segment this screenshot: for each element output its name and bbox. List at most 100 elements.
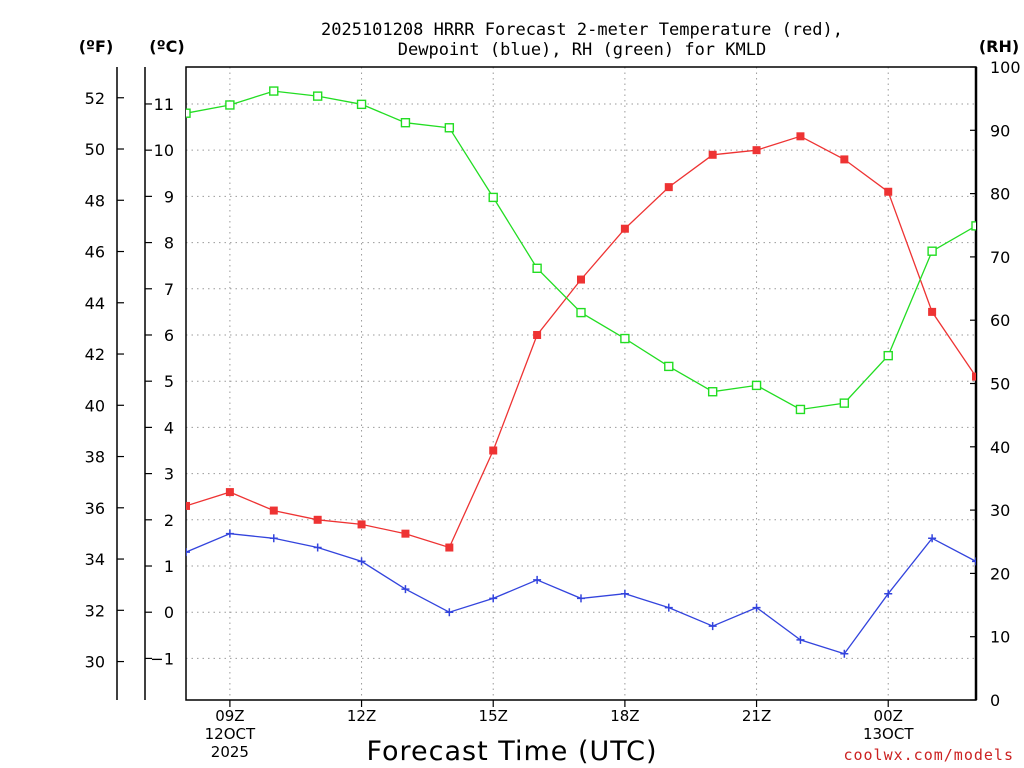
- left-f-tick-label: 34: [85, 550, 105, 569]
- dewpoint-point: [489, 594, 498, 603]
- right-rh-tick-label: 10: [990, 628, 1010, 647]
- rh-point: [927, 246, 937, 256]
- rh-point: [532, 263, 542, 273]
- rh-point: [664, 361, 674, 372]
- left-f-tick-label: 46: [85, 243, 105, 262]
- temperature-point: [752, 146, 761, 155]
- rh-line: [186, 90, 976, 411]
- rh-point: [839, 398, 850, 408]
- temperature-point: [186, 501, 190, 510]
- dewpoint-point: [445, 608, 454, 617]
- rh-point: [269, 86, 279, 96]
- right-rh-tick-label: 0: [990, 691, 1000, 710]
- temperature-point: [928, 307, 937, 316]
- x-axis-label: Forecast Time (UTC): [366, 736, 657, 767]
- dewpoint-line: [186, 533, 976, 655]
- dewpoint-point: [225, 529, 234, 538]
- temperature-point: [269, 506, 278, 515]
- temperature-point: [620, 224, 629, 233]
- x-tick-label: 21Z: [742, 707, 771, 725]
- left-f-tick-label: 48: [85, 191, 105, 210]
- rh-point: [795, 404, 806, 415]
- rh-point: [400, 118, 411, 128]
- right-rh-unit-label: (RH): [979, 37, 1019, 56]
- dewpoint-point: [972, 557, 976, 566]
- temperature-point: [357, 520, 366, 529]
- rh-series: [186, 86, 976, 415]
- dewpoint-point: [664, 603, 673, 612]
- left-c-tick-label: 7: [164, 280, 174, 299]
- right-rh-tick-label: 90: [990, 121, 1010, 140]
- rh-point: [707, 387, 718, 397]
- dewpoint-point: [708, 622, 717, 631]
- dewpoint-point: [533, 575, 542, 584]
- rh-point: [356, 99, 367, 110]
- right-rh-tick-label: 70: [990, 248, 1010, 267]
- temperature-point: [972, 372, 976, 381]
- x-tick-label: 15Z: [479, 707, 508, 725]
- plot-frame: [185, 66, 977, 701]
- x-tick-label: 12Z: [347, 707, 376, 725]
- left-f-tick-label: 42: [85, 345, 105, 364]
- temperature-series: [186, 132, 976, 552]
- chart-text: 2025101208 HRRR Forecast 2-meter Tempera…: [79, 20, 1019, 767]
- temperature-point: [840, 155, 849, 164]
- left-f-tick-label: 32: [85, 601, 105, 620]
- rh-point: [620, 333, 630, 344]
- credit-text: coolwx.com/models: [843, 746, 1014, 764]
- left-c-tick-label: 10: [154, 141, 174, 160]
- dewpoint-point: [313, 543, 322, 552]
- data-series: [186, 86, 976, 658]
- rh-point: [576, 307, 586, 318]
- axes: 303234363840424446485052−101234567891011…: [85, 58, 1021, 761]
- left-c-tick-label: 3: [164, 465, 174, 484]
- temperature-point: [489, 446, 498, 455]
- left-f-tick-label: 44: [85, 294, 105, 313]
- x-tick-label: 2025: [211, 743, 249, 761]
- left-c-tick-label: 5: [164, 372, 174, 391]
- x-tick-label: 13OCT: [863, 725, 914, 743]
- left-f-tick-label: 36: [85, 499, 105, 518]
- right-rh-tick-label: 50: [990, 375, 1010, 394]
- right-rh-tick-label: 100: [990, 58, 1021, 77]
- left-c-tick-label: 11: [154, 95, 174, 114]
- left-f-tick-label: 38: [85, 448, 105, 467]
- left-f-tick-label: 30: [85, 653, 105, 672]
- rh-point: [312, 91, 323, 101]
- rh-point: [186, 108, 191, 118]
- rh-point: [488, 192, 498, 203]
- rh-point: [225, 100, 235, 110]
- dewpoint-point: [884, 589, 893, 598]
- x-tick-label: 09Z: [215, 707, 244, 725]
- dewpoint-point: [928, 534, 937, 543]
- right-rh-tick-label: 30: [990, 501, 1010, 520]
- dewpoint-point: [357, 557, 366, 566]
- right-rh-tick-label: 80: [990, 185, 1010, 204]
- temperature-point: [313, 515, 322, 524]
- dewpoint-point: [796, 635, 805, 644]
- rh-point: [444, 123, 455, 133]
- right-rh-tick-label: 40: [990, 438, 1010, 457]
- rh-point: [971, 221, 976, 231]
- left-c-tick-label: 2: [164, 511, 174, 530]
- x-tick-label: 18Z: [610, 707, 639, 725]
- dewpoint-point: [620, 589, 629, 598]
- left-c-tick-label: −1: [150, 649, 174, 668]
- x-tick-label: 00Z: [874, 707, 903, 725]
- temperature-point: [664, 183, 673, 192]
- grid-lines: [186, 67, 976, 700]
- rh-point: [883, 350, 893, 361]
- left-c-tick-label: 6: [164, 326, 174, 345]
- left-f-unit-label: (ºF): [79, 37, 114, 56]
- chart-title-line2: Dewpoint (blue), RH (green) for KMLD: [398, 40, 766, 60]
- left-c-tick-label: 8: [164, 234, 174, 253]
- temperature-point: [708, 150, 717, 159]
- temperature-point: [225, 488, 234, 497]
- right-rh-tick-label: 20: [990, 564, 1010, 583]
- left-f-tick-label: 52: [85, 89, 105, 108]
- temperature-point: [796, 132, 805, 141]
- chart-title-line1: 2025101208 HRRR Forecast 2-meter Tempera…: [321, 20, 843, 40]
- x-tick-label: 12OCT: [205, 725, 256, 743]
- left-f-tick-label: 40: [85, 396, 105, 415]
- dewpoint-point: [752, 603, 761, 612]
